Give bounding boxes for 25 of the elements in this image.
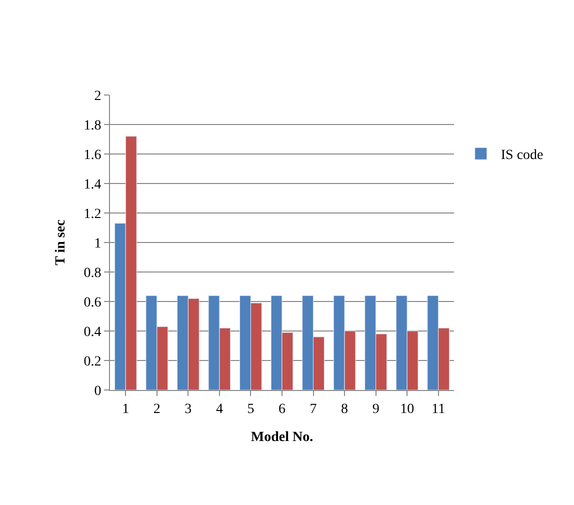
x-tick-label: 6 bbox=[278, 402, 286, 417]
y-axis-title: T in sec bbox=[53, 220, 68, 266]
x-tick-label: 5 bbox=[247, 402, 254, 417]
x-axis-title: Model No. bbox=[250, 430, 314, 446]
y-tick-label: 1.6 bbox=[84, 148, 102, 163]
legend-label: IS code bbox=[500, 148, 544, 164]
y-tick-label: 1.4 bbox=[84, 177, 102, 192]
x-tick-label: 11 bbox=[432, 402, 446, 417]
x-tick-label: 4 bbox=[216, 402, 223, 417]
y-tick-label: 1.8 bbox=[84, 118, 102, 134]
y-tick-label: 0.2 bbox=[84, 354, 102, 370]
y-tick-label: 1 bbox=[94, 236, 102, 252]
y-tick-label: 1.2 bbox=[84, 206, 102, 222]
y-tick-label: 2 bbox=[94, 88, 102, 104]
x-tick-label: 9 bbox=[372, 402, 380, 417]
y-tick-label: 0.6 bbox=[84, 295, 102, 310]
x-tick-label: 7 bbox=[310, 402, 317, 417]
y-tick-label: 0 bbox=[94, 384, 102, 399]
x-tick-label: 3 bbox=[184, 402, 192, 417]
y-tick-label: 0.4 bbox=[84, 324, 102, 340]
y-tick-label: 0.8 bbox=[84, 266, 102, 281]
x-tick-label: 2 bbox=[153, 402, 160, 417]
x-tick-label: 1 bbox=[122, 402, 130, 417]
x-tick-label: 8 bbox=[341, 402, 348, 417]
x-tick-label: 10 bbox=[400, 402, 414, 417]
